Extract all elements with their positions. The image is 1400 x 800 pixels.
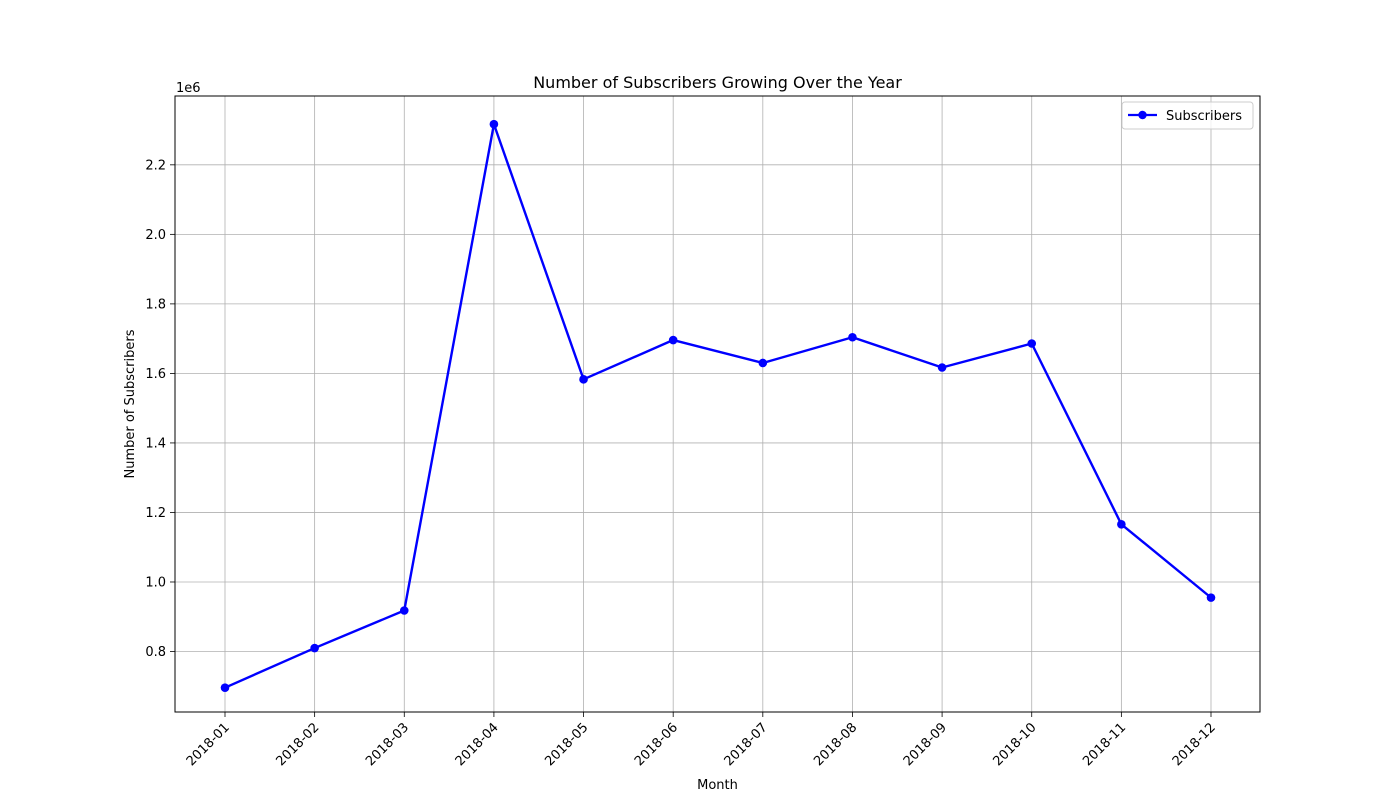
- y-axis-label: Number of Subscribers: [123, 329, 138, 478]
- y-tick-label: 1.8: [145, 297, 166, 312]
- y-axis-offset-label: 1e6: [176, 81, 201, 96]
- legend: Subscribers: [1121, 101, 1254, 130]
- data-point: [1117, 519, 1126, 529]
- y-tick-label: 2.2: [145, 158, 166, 173]
- x-axis-label: Month: [697, 778, 738, 793]
- data-point: [1027, 339, 1037, 348]
- data-point: [848, 332, 857, 342]
- series-layer: [220, 119, 1216, 692]
- grid-lines: [175, 96, 1260, 712]
- plot-area-frame: [174, 95, 1261, 713]
- y-tick-label: 2.0: [145, 228, 166, 243]
- legend-marker-swatch: [1138, 110, 1147, 120]
- data-point: [937, 363, 947, 372]
- data-point: [489, 119, 499, 129]
- data-point: [220, 683, 230, 692]
- y-tick-label: 1.4: [145, 436, 166, 451]
- legend-label: Subscribers: [1166, 109, 1242, 124]
- y-tick-label: 0.8: [145, 645, 166, 660]
- data-point: [579, 375, 588, 384]
- series-line: [224, 122, 1212, 689]
- chart-title: Number of Subscribers Growing Over the Y…: [533, 73, 902, 92]
- data-point: [310, 643, 319, 653]
- data-point: [668, 335, 678, 345]
- y-tick-label: 1.2: [145, 506, 166, 521]
- data-point: [1206, 593, 1216, 602]
- data-point: [399, 606, 409, 615]
- legend-box: [1121, 101, 1254, 130]
- y-tick-label: 1.6: [145, 367, 166, 382]
- data-point: [758, 358, 768, 368]
- y-tick-label: 1.0: [145, 575, 166, 590]
